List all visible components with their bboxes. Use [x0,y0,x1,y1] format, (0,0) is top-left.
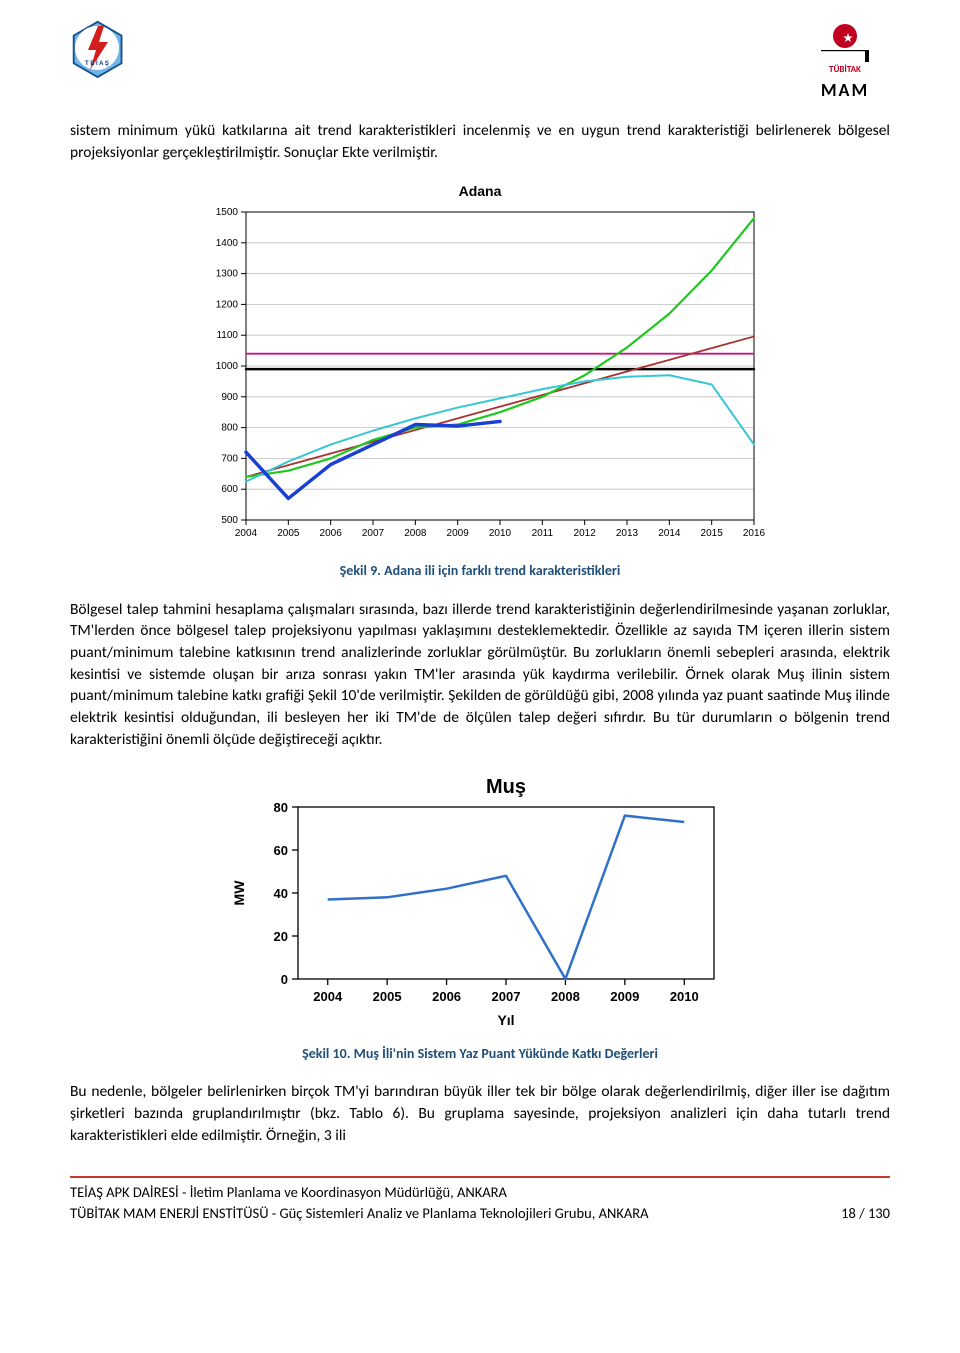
footer-line-1: TEİAŞ APK DAİRESİ - İletim Planlama ve K… [70,1182,890,1203]
header-logos: T E İ A Ş TÜBİTAK MAM [70,20,890,102]
caption-1: Şekil 9. Adana ili için farklı trend kar… [70,562,890,581]
svg-text:T E İ A Ş: T E İ A Ş [85,60,109,67]
svg-text:60: 60 [274,843,288,858]
adana-chart: Adana 500 600 700 800 900 1000 1100 1200 1300 1400… [70,178,890,548]
svg-text:2016: 2016 [743,528,766,539]
svg-text:2006: 2006 [320,528,343,539]
svg-text:900: 900 [221,392,238,403]
svg-text:80: 80 [274,800,288,815]
svg-text:20: 20 [274,929,288,944]
svg-text:1400: 1400 [216,238,239,249]
svg-text:2008: 2008 [551,989,580,1004]
page-footer: TEİAŞ APK DAİRESİ - İletim Planlama ve K… [70,1176,890,1224]
svg-text:Adana: Adana [459,183,502,199]
svg-text:MW: MW [231,879,247,905]
svg-text:2007: 2007 [492,989,521,1004]
svg-text:2007: 2007 [362,528,385,539]
svg-text:Muş: Muş [486,776,526,798]
svg-text:2008: 2008 [404,528,427,539]
svg-text:Yıl: Yıl [497,1012,514,1028]
svg-text:2009: 2009 [447,528,470,539]
svg-text:2010: 2010 [489,528,512,539]
svg-text:2010: 2010 [670,989,699,1004]
svg-text:0: 0 [281,972,288,987]
svg-text:2012: 2012 [574,528,597,539]
svg-text:1500: 1500 [216,207,239,218]
footer-line-2: TÜBİTAK MAM ENERJİ ENSTİTÜSÜ - Güç Siste… [70,1203,649,1224]
svg-text:1100: 1100 [216,330,238,341]
svg-text:2011: 2011 [532,528,554,539]
tubitak-mam-logo: TÜBİTAK MAM [800,20,890,102]
page-number: 18 / 130 [841,1203,890,1224]
svg-text:2015: 2015 [701,528,724,539]
svg-text:2009: 2009 [610,989,639,1004]
svg-text:1200: 1200 [216,299,239,310]
paragraph-2: Bölgesel talep tahmini hesaplama çalışma… [70,599,890,751]
svg-text:800: 800 [221,422,238,433]
svg-text:500: 500 [221,515,238,526]
svg-text:2006: 2006 [432,989,461,1004]
svg-text:2005: 2005 [277,528,300,539]
svg-text:2004: 2004 [235,528,258,539]
mam-text: MAM [800,78,890,102]
svg-text:1000: 1000 [216,361,239,372]
svg-text:40: 40 [274,886,288,901]
svg-text:600: 600 [221,484,238,495]
mus-chart: Muş 0 20 40 60 80 2004 2005 2006 2007 2008 2009 2010… [70,771,890,1031]
svg-text:2013: 2013 [616,528,639,539]
svg-text:2005: 2005 [373,989,402,1004]
svg-text:1300: 1300 [216,268,239,279]
paragraph-3: Bu nedenle, bölgeler belirlenirken birço… [70,1081,890,1146]
svg-text:2004: 2004 [313,989,343,1004]
svg-text:700: 700 [221,453,238,464]
tubitak-text: TÜBİTAK [800,64,890,76]
teias-logo: T E İ A Ş [70,20,130,80]
caption-2: Şekil 10. Muş İli'nin Sistem Yaz Puant Y… [70,1045,890,1064]
paragraph-1: sistem minimum yükü katkılarına ait tren… [70,120,890,163]
svg-text:2014: 2014 [658,528,681,539]
